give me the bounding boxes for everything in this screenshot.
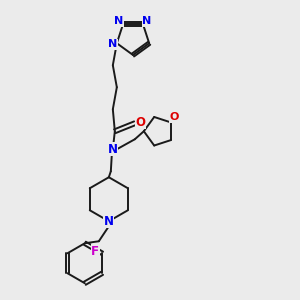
Text: N: N xyxy=(104,215,114,228)
Text: N: N xyxy=(114,16,124,26)
Text: F: F xyxy=(91,245,99,258)
Text: N: N xyxy=(108,143,118,156)
Text: N: N xyxy=(108,39,118,49)
Text: O: O xyxy=(169,112,179,122)
Text: O: O xyxy=(136,116,146,129)
Text: N: N xyxy=(142,16,152,26)
